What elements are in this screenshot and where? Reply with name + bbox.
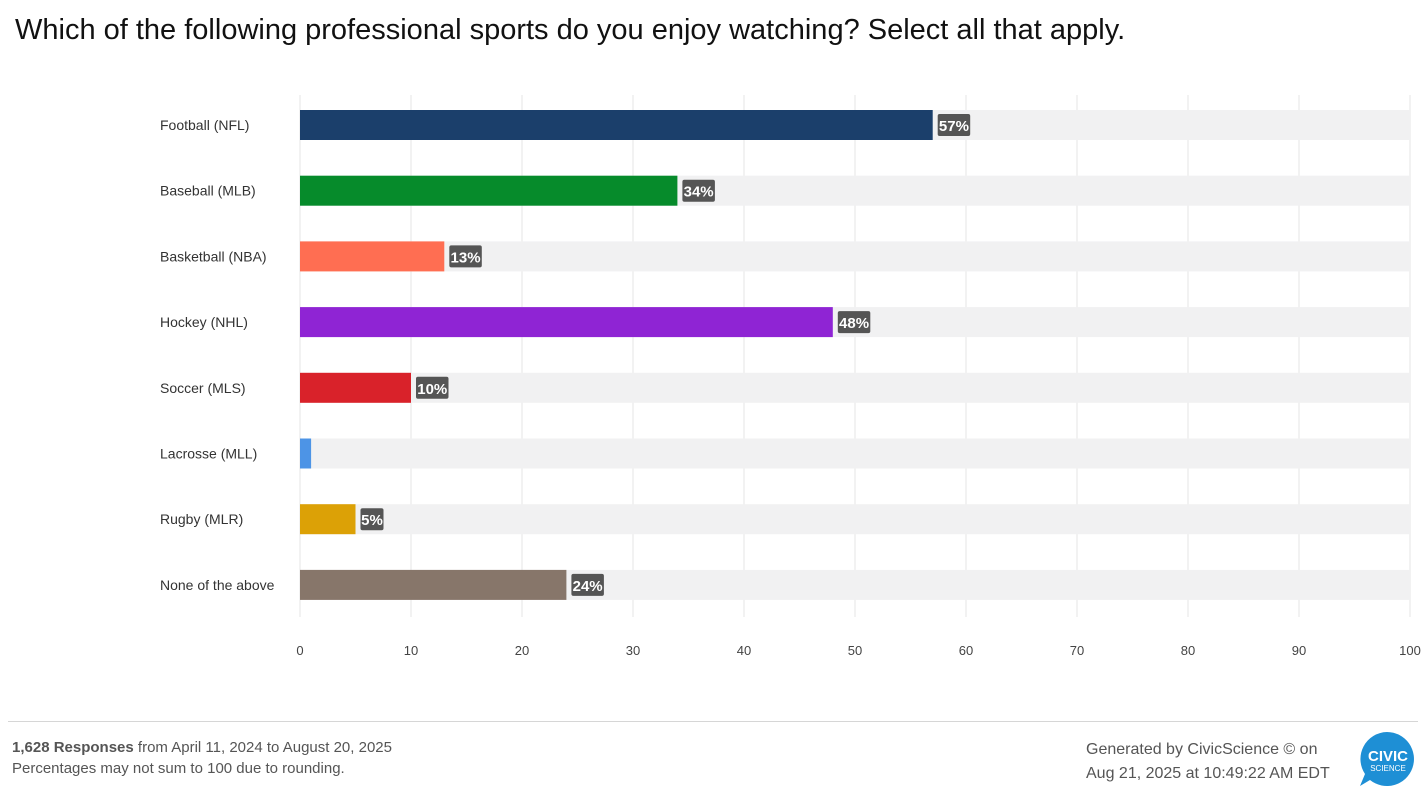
bar[interactable] — [300, 175, 678, 206]
responses-count: 1,628 Responses — [12, 739, 134, 756]
footer-generated: Generated by CivicScience © on Aug 21, 2… — [1086, 738, 1330, 786]
x-tick-label: 90 — [1292, 643, 1306, 658]
footer-divider — [8, 721, 1418, 722]
rounding-note: Percentages may not sum to 100 due to ro… — [12, 760, 345, 777]
data-label: 5% — [361, 512, 383, 529]
data-label-bg — [682, 179, 715, 202]
data-label-bg — [416, 376, 449, 399]
bar-track — [300, 241, 1410, 272]
bar[interactable] — [300, 372, 411, 403]
data-label-bg — [937, 114, 971, 136]
bar[interactable] — [300, 307, 833, 338]
footer-responses: 1,628 Responses from April 11, 2024 to A… — [12, 737, 392, 779]
category-label: None of the above — [160, 577, 275, 593]
responses-range: from April 11, 2024 to August 20, 2025 — [133, 739, 392, 756]
data-label-bg — [360, 508, 384, 531]
bar[interactable] — [300, 241, 445, 272]
generated-by: Generated by CivicScience © on — [1086, 741, 1318, 758]
category-label: Lacrosse (MLL) — [160, 446, 257, 462]
category-label: Hockey (NHL) — [160, 314, 248, 330]
civicscience-logo[interactable]: CIVIC SCIENCE — [1358, 730, 1416, 788]
data-label: 10% — [417, 381, 447, 398]
bar[interactable] — [300, 569, 567, 600]
category-label: Football (NFL) — [160, 117, 249, 133]
x-tick-label: 30 — [626, 643, 640, 658]
grid-lines — [299, 95, 1411, 617]
chart-title: Which of the following professional spor… — [15, 14, 1126, 46]
x-tick-label: 10 — [404, 643, 418, 658]
category-label: Basketball (NBA) — [160, 248, 267, 264]
category-label: Baseball (MLB) — [160, 183, 256, 199]
x-tick-label: 70 — [1070, 643, 1084, 658]
data-labels: 57% 34% 13% 48% 10% 5% 24% — [360, 114, 971, 596]
x-tick-label: 0 — [296, 643, 303, 658]
data-label-bg — [571, 573, 604, 596]
x-tick-label: 50 — [848, 643, 862, 658]
data-label: 57% — [939, 118, 969, 135]
bar-chart: 57% 34% 13% 48% 10% 5% 24% Football (NFL) Baseb… — [160, 95, 1421, 658]
x-axis-ticks: 0 10 20 30 40 50 60 70 80 90 100 — [296, 643, 1420, 658]
x-tick-label: 60 — [959, 643, 973, 658]
x-tick-label: 20 — [515, 643, 529, 658]
bar-track — [300, 504, 1410, 535]
x-tick-label: 100 — [1399, 643, 1421, 658]
bar-track — [300, 438, 1410, 469]
generated-date: Aug 21, 2025 at 10:49:22 AM EDT — [1086, 765, 1330, 782]
category-label: Soccer (MLS) — [160, 380, 246, 396]
data-label-bg — [449, 245, 482, 268]
logo-text-sub: SCIENCE — [1370, 764, 1406, 773]
category-label: Rugby (MLR) — [160, 511, 243, 527]
bar[interactable] — [300, 110, 933, 140]
bar[interactable] — [300, 438, 312, 469]
bar[interactable] — [300, 504, 356, 535]
data-label: 34% — [684, 184, 714, 201]
category-labels: Football (NFL) Baseball (MLB) Basketball (… — [160, 117, 275, 593]
data-label-bg — [837, 311, 871, 334]
logo-text-main: CIVIC — [1368, 748, 1408, 765]
bars — [300, 110, 933, 600]
data-label: 13% — [451, 249, 481, 266]
data-label: 48% — [839, 315, 869, 332]
x-tick-label: 80 — [1181, 643, 1195, 658]
bar-track — [300, 372, 1410, 403]
x-tick-label: 40 — [737, 643, 751, 658]
data-label: 24% — [573, 578, 603, 595]
